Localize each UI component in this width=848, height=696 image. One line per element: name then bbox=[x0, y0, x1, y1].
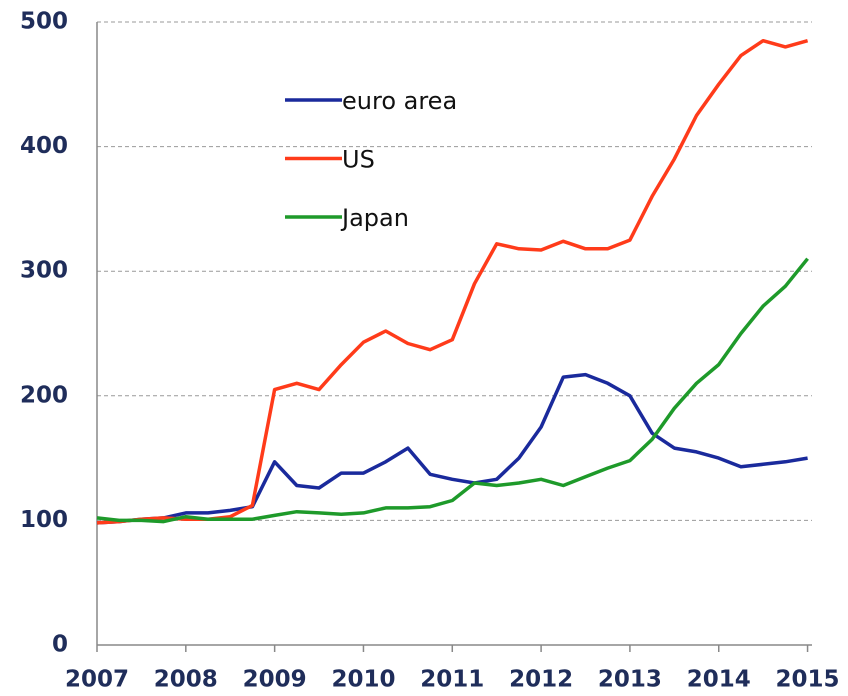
y-tick-label: 400 bbox=[20, 133, 68, 159]
x-tick-label: 2012 bbox=[509, 667, 573, 693]
x-tick-label: 2010 bbox=[331, 667, 395, 693]
y-tick-label: 300 bbox=[20, 258, 68, 284]
y-tick-label: 500 bbox=[20, 9, 68, 35]
x-tick-label: 2007 bbox=[65, 667, 129, 693]
legend-label: Japan bbox=[340, 204, 409, 232]
x-tick-label: 2008 bbox=[154, 667, 218, 693]
x-tick-label: 2013 bbox=[598, 667, 662, 693]
x-tick-label: 2009 bbox=[243, 667, 307, 693]
legend-label: US bbox=[342, 146, 375, 174]
series-line bbox=[96, 257, 809, 524]
x-tick-label: 2015 bbox=[776, 667, 840, 693]
series-line bbox=[96, 372, 808, 525]
x-tick-label: 2014 bbox=[687, 667, 751, 693]
y-tick-label: 100 bbox=[20, 507, 68, 533]
legend-label: euro area bbox=[342, 87, 457, 115]
y-tick-label: 0 bbox=[52, 632, 68, 658]
y-tick-label: 200 bbox=[20, 382, 68, 408]
x-tick-label: 2011 bbox=[420, 667, 484, 693]
